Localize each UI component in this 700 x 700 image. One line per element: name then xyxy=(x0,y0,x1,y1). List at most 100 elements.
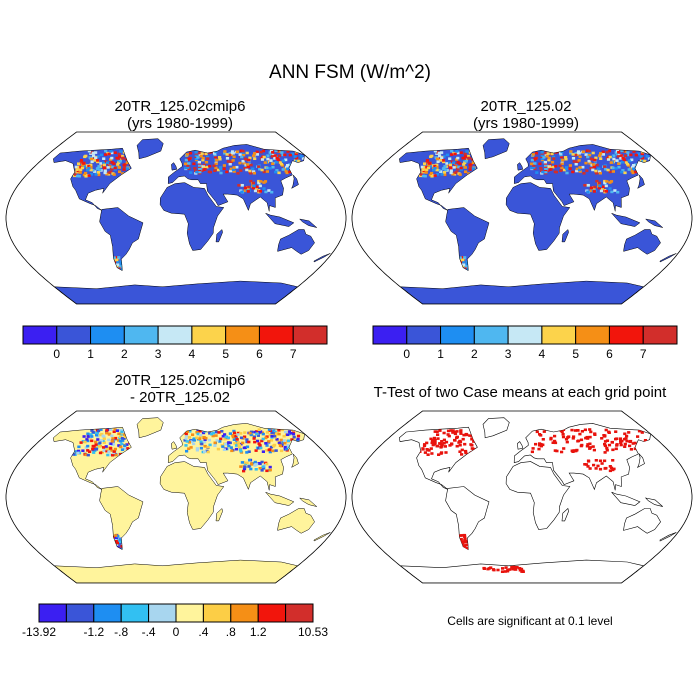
colorbar-swatch xyxy=(175,603,204,623)
grid-cell xyxy=(598,171,602,175)
grid-cell xyxy=(242,469,246,473)
grid-cell xyxy=(277,154,282,158)
colorbar-tick-label: 7 xyxy=(639,347,647,361)
grid-cell xyxy=(620,170,624,174)
colorbar-swatch xyxy=(642,325,678,345)
landmass-africa xyxy=(506,182,570,251)
grid-cell xyxy=(559,152,563,155)
grid-cell xyxy=(442,171,447,174)
grid-cell xyxy=(274,432,278,436)
grid-cell xyxy=(107,152,111,156)
grid-cell xyxy=(81,449,85,452)
grid-cell xyxy=(184,158,188,162)
grid-cell xyxy=(458,450,462,453)
grid-cell xyxy=(206,155,210,159)
grid-cell xyxy=(257,189,261,192)
grid-cell xyxy=(213,444,217,447)
colorbar-tick-label: 3 xyxy=(504,347,512,361)
grid-cell xyxy=(243,186,247,190)
grid-cell xyxy=(119,150,123,153)
grid-cell xyxy=(84,175,88,178)
grid-cell xyxy=(633,447,637,451)
grid-cell xyxy=(542,156,546,159)
grid-cell xyxy=(115,543,119,546)
grid-cell xyxy=(113,428,117,431)
grid-cell xyxy=(87,149,91,153)
grid-cell xyxy=(270,434,274,438)
grid-cell xyxy=(103,171,107,175)
grid-cell xyxy=(253,430,257,434)
grid-cell xyxy=(272,429,276,432)
grid-cell xyxy=(274,160,279,164)
grid-cell xyxy=(111,442,116,446)
coastline xyxy=(399,147,478,211)
grid-cell xyxy=(208,164,212,168)
grid-cell xyxy=(118,439,122,443)
grid-cell xyxy=(90,160,94,163)
grid-cell xyxy=(547,156,551,160)
grid-cell xyxy=(544,164,548,167)
grid-cell xyxy=(614,437,618,441)
grid-cell xyxy=(262,170,266,174)
grid-cell xyxy=(597,167,601,171)
grid-cell xyxy=(213,152,217,155)
grid-cell xyxy=(515,566,519,569)
grid-cell xyxy=(594,156,598,160)
colorbar-swatch xyxy=(372,325,408,345)
grid-cell xyxy=(94,440,98,444)
grid-cell xyxy=(421,174,426,178)
landmass-australia xyxy=(277,229,315,255)
grid-cell xyxy=(236,431,241,435)
grid-cell xyxy=(274,149,278,153)
grid-cell xyxy=(283,153,287,157)
grid-cell xyxy=(125,161,129,164)
grid-cell xyxy=(615,159,619,162)
grid-cell xyxy=(249,171,253,175)
grid-cell xyxy=(462,433,466,437)
grid-cell xyxy=(201,431,206,435)
grid-cell xyxy=(102,161,106,165)
grid-cell xyxy=(249,467,253,471)
grid-cell xyxy=(251,167,255,171)
grid-cell xyxy=(104,160,108,164)
grid-cell xyxy=(275,169,279,172)
grid-cell xyxy=(245,168,249,172)
grid-cell xyxy=(284,158,288,162)
grid-cell xyxy=(578,170,582,173)
grid-cell xyxy=(80,166,85,170)
grid-cell xyxy=(575,429,580,432)
grid-cell xyxy=(229,446,233,449)
grid-cell xyxy=(643,439,648,442)
landmass-madagascar xyxy=(216,229,223,242)
colorbar-swatch xyxy=(258,325,294,345)
grid-cell xyxy=(84,154,88,158)
grid-cell xyxy=(560,450,564,454)
grid-cell xyxy=(86,449,90,452)
grid-cell xyxy=(546,169,550,172)
grid-cell xyxy=(453,171,457,175)
grid-cell xyxy=(187,436,192,439)
grid-cell xyxy=(633,163,638,166)
grid-cell xyxy=(428,162,432,165)
grid-cell xyxy=(228,162,232,166)
grid-cell xyxy=(437,453,441,456)
grid-cell xyxy=(83,440,87,444)
grid-cell xyxy=(607,149,612,153)
grid-cell xyxy=(573,153,577,157)
grid-cell xyxy=(116,263,120,266)
landmass-indonesia xyxy=(265,213,294,227)
grid-cell xyxy=(122,168,126,171)
grid-cell xyxy=(186,166,190,169)
grid-cell xyxy=(612,154,616,157)
grid-cell xyxy=(234,434,238,438)
grid-cell xyxy=(107,450,111,454)
coastline xyxy=(517,162,524,171)
grid-cell xyxy=(99,162,103,165)
grid-cell xyxy=(615,153,619,156)
grid-cell xyxy=(437,169,441,172)
grid-cell xyxy=(501,567,505,570)
grid-cell xyxy=(446,163,450,167)
grid-cell xyxy=(120,442,124,446)
grid-cell xyxy=(118,264,122,268)
grid-cell xyxy=(564,157,568,161)
